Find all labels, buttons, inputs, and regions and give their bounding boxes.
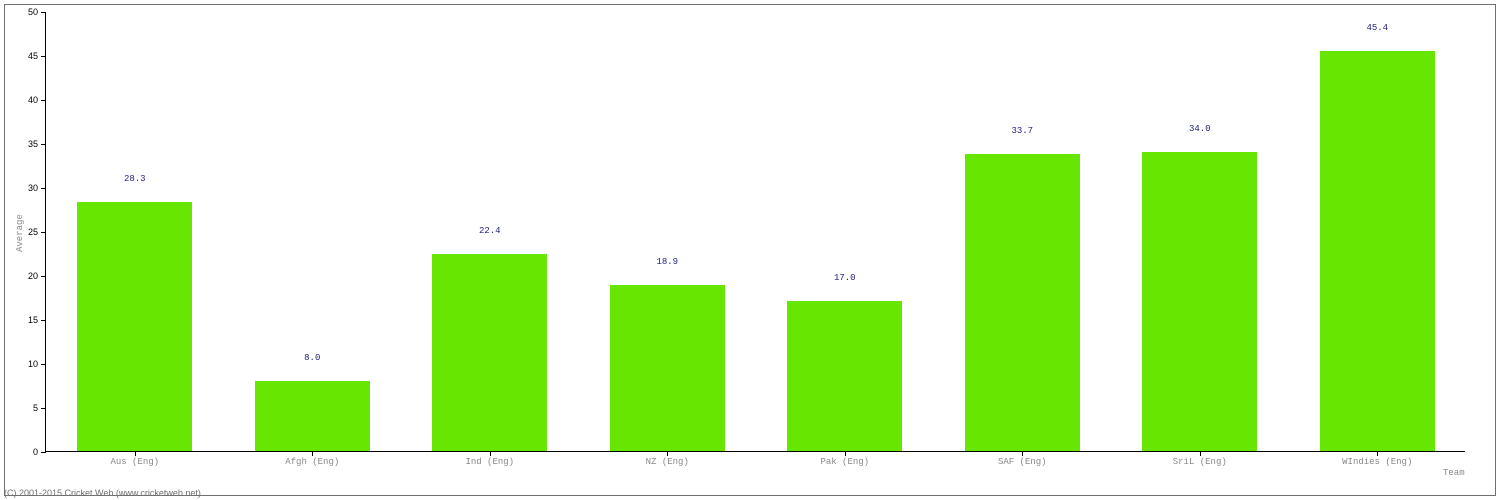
footer-copyright: (C) 2001-2015 Cricket Web (www.cricketwe… bbox=[4, 488, 201, 498]
xtick-label: Afgh (Eng) bbox=[285, 451, 339, 467]
bar-value-label: 34.0 bbox=[1189, 124, 1211, 138]
bar bbox=[610, 285, 725, 451]
bar-value-label: 22.4 bbox=[479, 226, 501, 240]
xtick-label: SriL (Eng) bbox=[1173, 451, 1227, 467]
ytick-label: 35 bbox=[28, 139, 46, 149]
xtick-label: Aus (Eng) bbox=[110, 451, 159, 467]
bar bbox=[77, 202, 192, 451]
ytick-label: 5 bbox=[33, 403, 46, 413]
bar-value-label: 8.0 bbox=[304, 353, 320, 367]
ytick-label: 40 bbox=[28, 95, 46, 105]
ytick-label: 0 bbox=[33, 447, 46, 457]
bar-value-label: 17.0 bbox=[834, 273, 856, 287]
ytick-label: 10 bbox=[28, 359, 46, 369]
ytick-label: 20 bbox=[28, 271, 46, 281]
bar bbox=[965, 154, 1080, 451]
plot-area: 0510152025303540455028.3Aus (Eng)8.0Afgh… bbox=[45, 12, 1465, 452]
bar-value-label: 45.4 bbox=[1366, 23, 1388, 37]
bar bbox=[787, 301, 902, 451]
ytick-label: 30 bbox=[28, 183, 46, 193]
xaxis-title: Team bbox=[1443, 468, 1465, 478]
xtick-label: SAF (Eng) bbox=[998, 451, 1047, 467]
xtick-label: Pak (Eng) bbox=[820, 451, 869, 467]
bar bbox=[432, 254, 547, 451]
yaxis-title: Average bbox=[15, 214, 25, 252]
bar-value-label: 18.9 bbox=[656, 257, 678, 271]
bar-value-label: 33.7 bbox=[1011, 126, 1033, 140]
bar bbox=[255, 381, 370, 451]
bar bbox=[1320, 51, 1435, 451]
ytick-label: 45 bbox=[28, 51, 46, 61]
ytick-label: 50 bbox=[28, 7, 46, 17]
xtick-label: NZ (Eng) bbox=[646, 451, 689, 467]
ytick-label: 15 bbox=[28, 315, 46, 325]
xtick-label: WIndies (Eng) bbox=[1342, 451, 1412, 467]
ytick-label: 25 bbox=[28, 227, 46, 237]
xtick-label: Ind (Eng) bbox=[465, 451, 514, 467]
bar-value-label: 28.3 bbox=[124, 174, 146, 188]
bar bbox=[1142, 152, 1257, 451]
